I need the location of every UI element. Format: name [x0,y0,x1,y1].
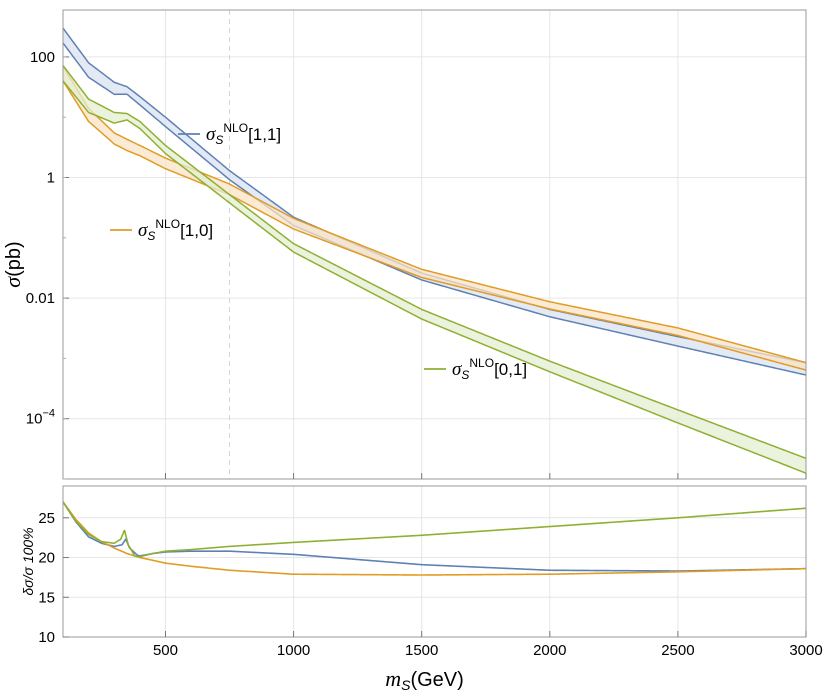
ratio-panel-frame [62,485,807,638]
ratio-panel-ticks: 10 15 20 25 500 1000 1500 2000 2500 3000 [38,510,822,659]
legend-tail-1: [1,0] [180,221,213,240]
main-ylabel-sigma: σ [0,276,25,288]
legend-label-0: σSNLO[1,1] [206,121,281,147]
legend-label-1: σSNLO[1,0] [138,217,213,243]
band-lower-0 [62,42,807,376]
xlabel-main: m [385,666,401,691]
legend-sub-1: S [147,229,155,243]
ratio-ytick-label-25: 25 [38,510,55,527]
ratio-line-0 [62,501,807,572]
x-tick-label-2000: 2000 [533,642,566,659]
ratio-line-1 [62,501,807,576]
x-tick-label-1000: 1000 [277,642,310,659]
ratio-ytick-label-15: 15 [38,589,55,606]
legend-tail-0: [1,1] [248,125,281,144]
band-fill-2 [63,65,806,474]
legend-sigma-2: σ [452,359,462,380]
xlabel-tail: (GeV) [410,669,463,691]
x-tick-label-2500: 2500 [661,642,694,659]
legend-sup-1: NLO [155,217,180,231]
main-ytick-label: 0.01 [26,290,55,307]
legend-sub-0: S [215,133,223,147]
ratio-line-2 [62,501,807,558]
band-upper-0 [62,27,807,364]
main-ylabel: σ(pb) [0,241,25,287]
xlabel: mS(GeV) [385,666,464,693]
main-panel-ticks: 100 1 0.01 10−4 [26,49,807,480]
main-ylabel-rest: (pb) [3,241,25,277]
ratio-ylabel: δσ/σ 100% [20,527,36,595]
x-tick-label-500: 500 [153,642,178,659]
band-lower-2 [62,80,807,474]
band-lower-1 [62,80,807,371]
main-ytick-label: 100 [30,49,55,66]
x-tick-label-1500: 1500 [405,642,438,659]
ratio-ytick-label-10: 10 [38,629,55,646]
legend-sup-0: NLO [223,121,248,135]
legend-sigma-0: σ [206,124,216,145]
legend-sub-2: S [461,368,469,382]
main-ytick-sup: −4 [42,408,55,420]
ratio-ytick-label-20: 20 [38,550,55,567]
legend-tail-2: [0,1] [494,360,527,379]
ratio-panel-grid [63,486,807,638]
x-tick-label-3000: 3000 [789,642,822,659]
main-panel-frame [62,9,807,480]
band-upper-2 [62,65,807,460]
main-panel-bands [62,27,807,474]
legend-sup-2: NLO [469,356,494,370]
legend-label-2: σSNLO[0,1] [452,356,527,382]
legend-sigma-1: σ [138,220,148,241]
axis-labels: σ(pb)δσ/σ 100%mS(GeV) [0,241,464,693]
ratio-panel-lines [62,501,807,576]
main-ytick-label: 1 [47,170,55,187]
series-labels: σSNLO[1,1]σSNLO[1,0]σSNLO[0,1] [110,121,527,382]
main-ytick-label: 10−4 [26,408,55,428]
main-panel-grid [63,10,807,479]
xlabel-sub: S [401,677,411,693]
